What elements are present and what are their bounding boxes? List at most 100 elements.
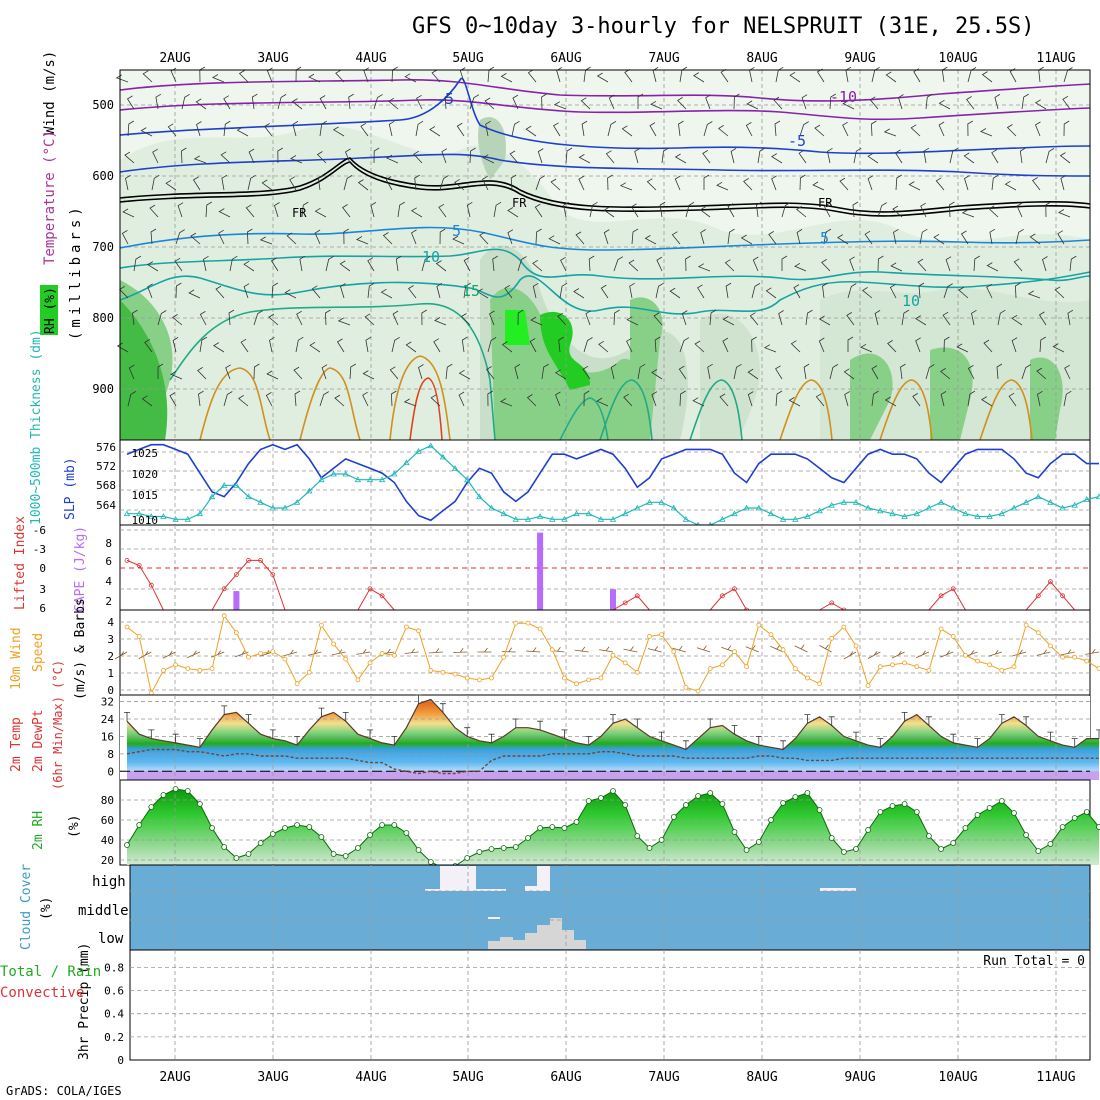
wind-barb [345,148,351,164]
wind-barb [181,93,190,110]
wind-barb [175,282,182,299]
wind10-marker [926,668,932,673]
wind10-barb [1036,649,1051,656]
thickness-marker [1035,493,1042,500]
thickness-marker [1071,501,1078,508]
thickness-marker [937,498,945,505]
cloud-blocks [425,866,856,949]
wind10-marker [318,622,324,628]
rh2m-marker [1047,841,1054,847]
wind10-marker [173,662,179,668]
rh2m-marker [974,812,981,818]
wind-barb [548,235,561,245]
wind-barb [215,285,225,299]
wind-barb [603,206,615,218]
lifted-marker [634,593,640,599]
wind-barb [920,202,927,218]
rh2m-marker [160,792,167,798]
cape-label: CAPE (J/kg) [73,526,88,612]
wind-barb [218,208,231,218]
minmax-whisker [634,718,641,728]
wind-barb [628,259,639,272]
wind10-marker [707,666,713,671]
wind-barb [454,178,465,191]
wind-barb [309,341,321,353]
upper-wind-barbs [115,66,1077,407]
wind-barb [132,309,138,326]
wind-barb [434,317,447,326]
pressure-tick-label: 700 [92,240,114,254]
thickness-marker [160,513,167,519]
wind-barb [223,95,231,110]
lifted-marker [938,593,944,599]
wind-barb [534,203,543,218]
rh2m-marker [330,851,337,857]
wind-barb [459,67,466,83]
wind-barb [277,94,287,110]
wind-barb [709,309,717,326]
wind-barb [1042,256,1048,272]
wind-barb [469,94,480,110]
wind10-marker [720,662,725,668]
wind-barb [388,120,395,137]
wind-barb [124,151,135,164]
lifted-marker [950,586,956,592]
wind10-marker [464,675,470,681]
wind-barb [722,337,729,353]
rh2m-marker [998,798,1005,804]
wind-barb [756,201,762,218]
minmax-whisker [415,694,422,704]
wind-barb [889,284,897,299]
wind10-marker [841,624,847,630]
thickness-marker [318,476,325,483]
minmax-whisker [925,716,932,726]
wind-barb [403,398,417,407]
wind-barb [218,229,225,245]
wind-barb [626,316,639,326]
wind10-marker [513,620,519,626]
rh2m-marker [865,827,871,833]
wind-barb [116,342,129,353]
wind10-barb [1012,649,1027,657]
wind-barb [890,262,903,272]
wind10-marker [805,675,810,681]
wind-barb [818,315,831,326]
rh2m-label: 2m RH [31,811,46,850]
wind10-barb [114,651,128,660]
pressure-tick-label: 600 [92,169,114,183]
rh2m-marker [853,846,859,852]
rh2m-marker [209,825,216,831]
minmax-whisker [731,725,738,735]
wind-barb [489,310,495,326]
wind10-marker [209,666,215,671]
temp-tick-label: 32 [101,696,114,709]
wind10-marker [865,683,871,688]
thickness-marker [646,498,653,505]
wind-barb [733,363,742,380]
wind-barb [822,282,828,299]
minmax-whisker [318,707,325,717]
wind-barb [410,207,423,218]
wind10-marker [501,654,507,660]
wind-barb [852,201,859,218]
wind10-marker [890,662,895,668]
wind-barb [629,282,635,299]
thickness-marker [779,515,787,522]
wind-barb [180,147,187,164]
wind-barb [583,337,593,353]
wind10-marker [829,635,835,641]
wind-barb [435,260,447,272]
wind-barb [248,148,255,164]
lifted-marker [136,563,142,568]
thickness-marker [998,510,1005,517]
wind-barb [887,340,897,353]
wind-barb [1006,124,1017,137]
date-tick-label: 9AUG [844,51,875,66]
wind10-marker [671,649,677,654]
wind10-barb [331,649,346,656]
wind10-marker [1096,666,1100,671]
minmax-whisker [707,718,714,728]
wind-barb [980,128,993,137]
temp-series [124,694,1100,775]
rh2m-marker [427,859,434,865]
